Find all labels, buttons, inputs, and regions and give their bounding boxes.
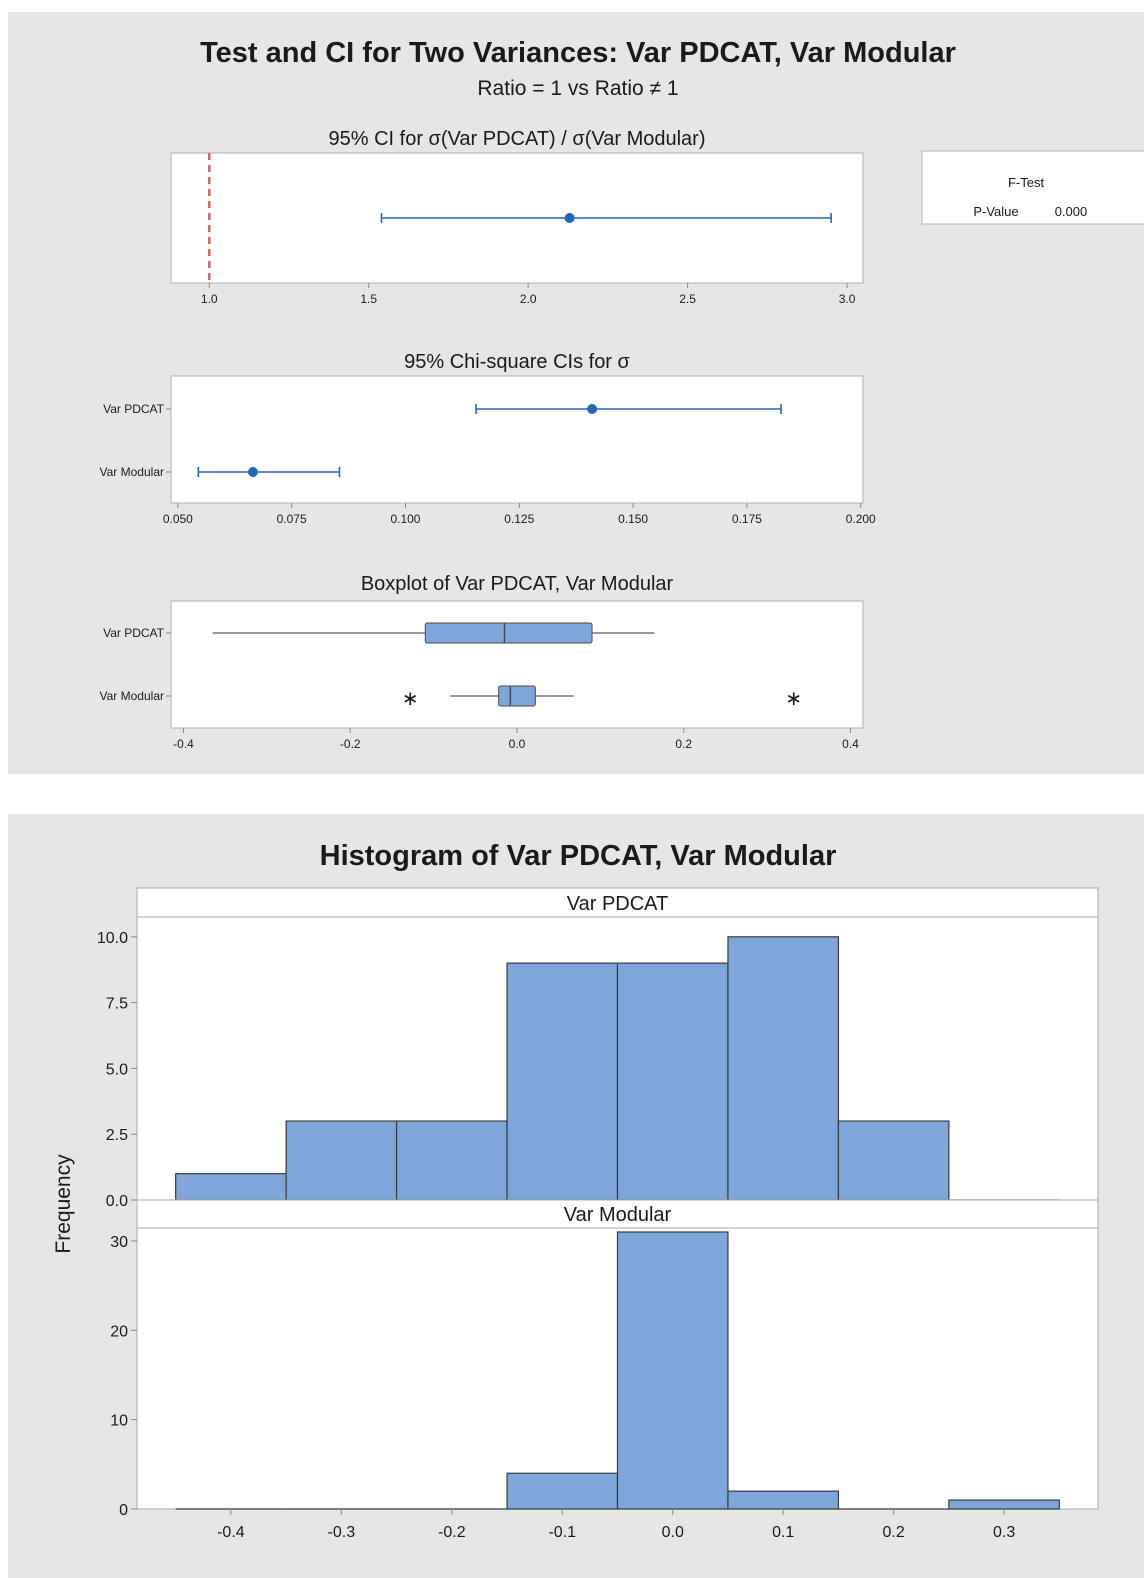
x-tick-label: 0.2 (883, 1524, 905, 1541)
y-tick-label: 30 (110, 1234, 128, 1251)
y-tick-label: 0.0 (106, 1193, 128, 1210)
histogram-chart: Histogram of Var PDCAT, Var Modular Var … (52, 840, 1099, 1541)
histogram-bar (506, 962, 619, 1201)
ftest-heading: F-Test (1008, 175, 1045, 190)
histogram-bar (506, 1472, 619, 1510)
chisquare-ci-chart: 95% Chi-square CIs for σ Var PDCAT Var Mod… (100, 351, 877, 526)
x-tick-label: 0.150 (618, 512, 648, 526)
histogram-bar (616, 962, 729, 1201)
x-tick-label: 0.125 (504, 512, 534, 526)
chart-subtitle: Ratio = 1 vs Ratio ≠ 1 (477, 77, 678, 100)
chart-title: Test and CI for Two Variances: Var PDCAT… (200, 37, 956, 69)
y-tick-label: 10 (110, 1413, 128, 1430)
panel-header (136, 1199, 1099, 1229)
panel-header-label: Var PDCAT (567, 893, 669, 915)
x-tick-label: -0.3 (328, 1524, 356, 1541)
x-tick-label: 0.4 (842, 737, 859, 751)
histogram-panel: Histogram of Var PDCAT, Var Modular Var … (8, 814, 1144, 1578)
x-tick-label: 0.100 (390, 512, 420, 526)
sigma-estimate-point (587, 404, 598, 414)
variance-test-panel: Test and CI for Two Variances: Var PDCAT… (8, 12, 1144, 774)
y-tick-label: 20 (110, 1323, 128, 1340)
x-tick-label: 3.0 (839, 292, 856, 306)
histogram-bar (285, 1120, 398, 1201)
x-tick-label: -0.1 (548, 1524, 576, 1541)
boxplot-title: Boxplot of Var PDCAT, Var Modular (361, 573, 674, 595)
variance-test-chart: Test and CI for Two Variances: Var PDCAT… (100, 37, 1144, 751)
x-tick-label: 0.050 (163, 512, 193, 526)
y-category-label: Var PDCAT (103, 402, 165, 416)
histogram-title: Histogram of Var PDCAT, Var Modular (320, 840, 837, 872)
outlier-marker: ∗ (785, 688, 802, 710)
plot-frame (170, 375, 864, 504)
outlier-marker: ∗ (402, 688, 419, 710)
x-tick-label: 0.1 (772, 1524, 794, 1541)
plot-frame (170, 600, 864, 729)
y-tick-label: 0 (119, 1502, 128, 1519)
histogram-plot: Var PDCAT 0.0 2.5 5.0 7.5 10.0 Var Modular 0 10 2… (52, 887, 1099, 1541)
y-tick-label: 2.5 (106, 1127, 128, 1144)
panel-header-label: Var Modular (564, 1204, 672, 1226)
ftest-pvalue-value: 0.000 (1055, 204, 1088, 219)
x-tick-label: -0.2 (340, 737, 361, 751)
box (498, 685, 536, 707)
panel-header (136, 887, 1099, 918)
x-tick-label: 2.5 (679, 292, 696, 306)
x-tick-label: 0.175 (732, 512, 762, 526)
y-category-label: Var PDCAT (103, 626, 165, 640)
ratio-estimate-point (564, 213, 575, 223)
y-axis-label: Frequency (52, 1154, 75, 1254)
x-tick-label: 0.0 (509, 737, 526, 751)
x-tick-label: 1.5 (360, 292, 377, 306)
chisquare-ci-title: 95% Chi-square CIs for σ (404, 351, 630, 373)
x-tick-label: -0.2 (438, 1524, 466, 1541)
x-tick-label: -0.4 (217, 1524, 245, 1541)
histogram-bar (175, 1173, 287, 1201)
histogram-bar (837, 1120, 950, 1201)
histogram-bar (616, 1231, 729, 1510)
boxplot-chart: Boxplot of Var PDCAT, Var Modular Var PDC… (100, 573, 864, 751)
histogram-bar (727, 936, 840, 1201)
histogram-bar (948, 1499, 1060, 1510)
x-tick-label: -0.4 (173, 737, 194, 751)
x-tick-label: 0.0 (662, 1524, 684, 1541)
x-tick-label: 0.2 (675, 737, 692, 751)
y-category-label: Var Modular (100, 465, 164, 479)
x-tick-label: 0.200 (846, 512, 876, 526)
ftest-pvalue-label: P-Value (973, 204, 1018, 219)
x-tick-label: 0.075 (277, 512, 307, 526)
box (424, 622, 593, 644)
y-tick-label: 5.0 (106, 1061, 128, 1078)
x-tick-label: 2.0 (520, 292, 537, 306)
histogram-bar (727, 1490, 840, 1510)
y-tick-label: 7.5 (106, 996, 128, 1013)
sigma-estimate-point (247, 467, 258, 477)
x-tick-label: 1.0 (201, 292, 218, 306)
ratio-ci-chart: 95% CI for σ(Var PDCAT) / σ(Var Modular)… (170, 128, 864, 306)
y-tick-label: 10.0 (97, 930, 128, 947)
x-tick-label: 0.3 (993, 1524, 1015, 1541)
y-category-label: Var Modular (100, 689, 164, 703)
histogram-bar (395, 1120, 508, 1201)
ratio-ci-title: 95% CI for σ(Var PDCAT) / σ(Var Modular) (329, 128, 706, 150)
ftest-box: F-Test P-Value 0.000 (921, 150, 1144, 225)
